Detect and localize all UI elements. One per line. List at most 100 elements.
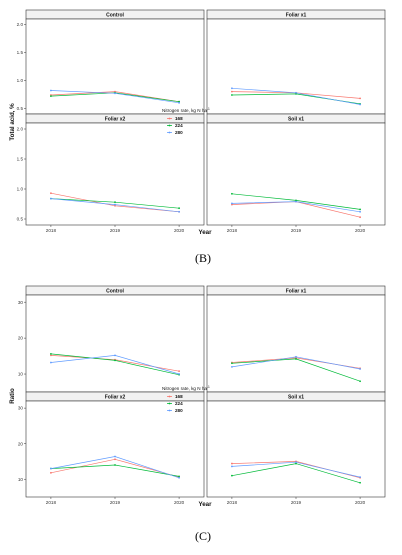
data-point: [50, 95, 52, 98]
data-point: [359, 103, 361, 106]
legend-entry: 280: [175, 130, 183, 135]
y-tick-label: 10: [18, 372, 24, 377]
y-tick-label: 0.5: [17, 106, 24, 111]
panel-title: Foliar x1: [286, 288, 307, 294]
data-point: [231, 90, 233, 93]
data-point: [359, 481, 361, 484]
legend-title-superscript: -1: [207, 385, 210, 389]
data-point: [178, 370, 180, 373]
data-point: [114, 464, 116, 466]
panel-title: Foliar x1: [286, 12, 307, 18]
y-tick-label: 1.0: [17, 187, 24, 192]
data-point: [50, 467, 52, 470]
data-point: [231, 362, 233, 365]
legend: Nitrogen rate, kg N ha-1 168 224 280: [162, 385, 210, 413]
y-tick-label: 1.0: [17, 78, 24, 83]
x-tick-label: 2018: [46, 228, 57, 233]
data-point: [231, 202, 233, 205]
data-point: [295, 461, 297, 464]
series-224: [231, 462, 361, 484]
data-point: [359, 216, 361, 219]
series-224: [231, 358, 361, 383]
panel-control: Control 10 20 30: [18, 285, 205, 393]
data-point: [295, 358, 297, 360]
data-point: [50, 353, 52, 355]
legend-title: Nitrogen rate, kg N ha-1: [162, 385, 210, 391]
chart-B: Control 0.5 1.0 1.5 2.0 Foliar x1 Foliar x2 0.5…: [9, 9, 386, 265]
panel-foliar-x1: Foliar x1: [206, 9, 386, 115]
y-tick-label: 0.5: [17, 217, 24, 222]
data-point: [50, 471, 52, 474]
figure-label: (C): [195, 529, 211, 543]
y-tick-label: 1.5: [17, 50, 24, 55]
panel-area: [25, 400, 205, 498]
data-point: [359, 210, 361, 213]
data-point: [295, 462, 297, 465]
legend-title: Nitrogen rate, kg N ha-1: [162, 107, 210, 113]
panel-control: Control 0.5 1.0 1.5 2.0: [17, 9, 205, 115]
data-point: [50, 192, 52, 195]
panel-title: Control: [106, 288, 124, 294]
series-280: [231, 355, 361, 370]
x-tick-label: 2019: [291, 228, 302, 233]
x-axis-label: Year: [198, 501, 212, 508]
legend-key-point: [168, 124, 171, 127]
legend-entry: 224: [175, 123, 183, 128]
legend-title-superscript: -1: [207, 107, 210, 111]
y-tick-label: 1.5: [17, 157, 24, 162]
series-280: [50, 89, 180, 104]
y-axis-label: Ratio: [9, 388, 16, 404]
series-280: [50, 197, 180, 213]
data-point: [114, 201, 116, 204]
data-point: [114, 354, 116, 357]
legend-key-point: [168, 409, 171, 412]
y-tick-label: 10: [18, 477, 24, 482]
y-tick-label: 20: [18, 441, 24, 446]
data-point: [178, 207, 180, 210]
series-280: [231, 200, 361, 213]
legend-title-text: Nitrogen rate, kg N ha: [162, 386, 207, 391]
x-tick-label: 2019: [110, 500, 121, 505]
data-point: [359, 380, 361, 383]
panel-foliar-x1: Foliar x1: [206, 285, 386, 393]
panel-title: Soil x1: [288, 116, 304, 122]
data-point: [114, 92, 116, 95]
data-point: [295, 355, 297, 358]
y-tick-label: 20: [18, 336, 24, 341]
x-tick-label: 2018: [227, 500, 238, 505]
series-224: [50, 353, 180, 376]
data-point: [231, 474, 233, 477]
data-point: [231, 462, 233, 465]
data-point: [178, 101, 180, 104]
data-point: [359, 97, 361, 100]
legend-key-point: [168, 402, 171, 405]
panel-soil-x1: Soil x1 2018 2019 2020: [206, 113, 386, 233]
panel-title: Foliar x2: [105, 116, 126, 122]
panel-area: [25, 294, 205, 393]
chart-C: Control 10 20 30 Foliar x1 Foliar x2 10 20 30 201…: [9, 285, 386, 543]
x-tick-label: 2019: [291, 500, 302, 505]
data-point: [295, 91, 297, 94]
x-tick-label: 2018: [227, 228, 238, 233]
series-280: [50, 354, 180, 375]
data-point: [114, 455, 116, 458]
legend-key-point: [168, 131, 171, 134]
data-point: [295, 200, 297, 203]
legend-entry: 168: [175, 116, 183, 121]
series-280: [50, 455, 180, 479]
data-point: [114, 203, 116, 206]
panel-area: [206, 294, 386, 393]
y-tick-label: 2.0: [17, 22, 24, 27]
data-point: [178, 210, 180, 213]
data-point: [359, 368, 361, 370]
data-point: [50, 89, 52, 92]
panel-area: [25, 122, 205, 226]
legend-key-point: [168, 117, 171, 120]
data-point: [50, 354, 52, 357]
x-tick-label: 2019: [110, 228, 121, 233]
data-point: [114, 458, 116, 461]
y-tick-label: 30: [18, 406, 24, 411]
panel-foliar-x2: Foliar x2 0.5 1.0 1.5 2.0 2018 2019 2020: [17, 113, 205, 233]
x-tick-label: 2020: [355, 228, 366, 233]
